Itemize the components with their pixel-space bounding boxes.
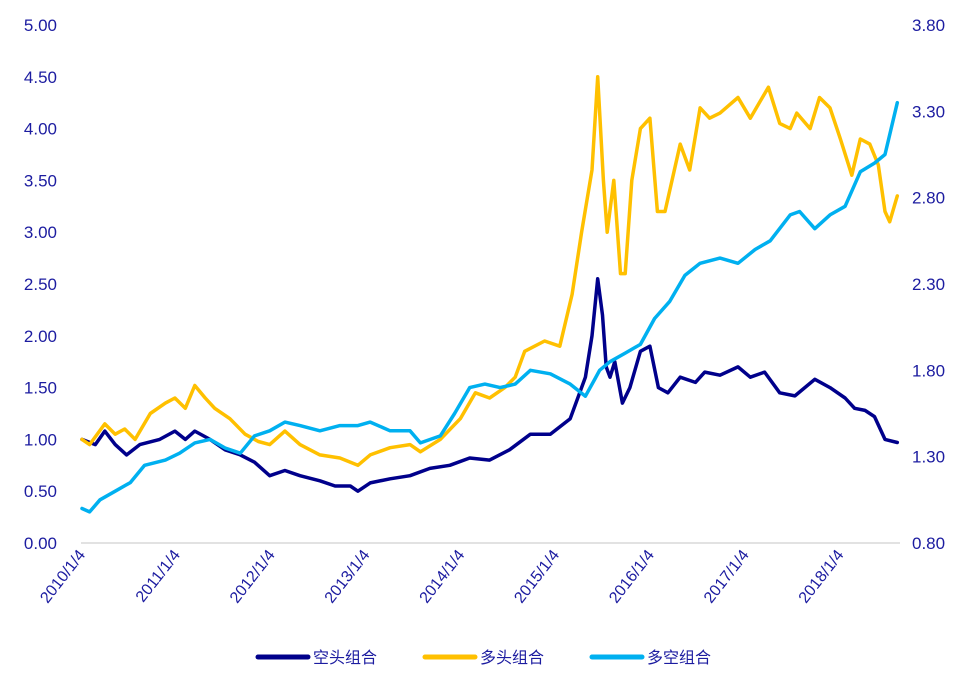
right-y-tick-label: 1.80 (912, 361, 945, 380)
left-y-axis: 0.00 0.50 1.00 1.50 2.00 2.50 3.00 3.50 4.00 4.50… (24, 16, 57, 553)
left-y-tick-label: 4.00 (24, 120, 57, 139)
left-y-tick-label: 3.00 (24, 223, 57, 242)
right-y-tick-label: 3.80 (912, 16, 945, 35)
left-y-tick-label: 4.50 (24, 68, 57, 87)
series-line-2 (80, 100, 900, 514)
left-y-tick-label: 1.00 (24, 430, 57, 449)
right-y-tick-label: 3.30 (912, 102, 945, 121)
right-y-tick-label: 2.80 (912, 189, 945, 208)
x-tick-label: 2010/1/4 (37, 547, 89, 607)
legend-item: 多头组合 (422, 648, 544, 667)
x-tick-label: 2013/1/4 (322, 547, 374, 607)
x-tick-label: 2018/1/4 (796, 547, 848, 607)
x-tick-label: 2016/1/4 (606, 547, 658, 607)
legend: 空头组合 多头组合 多空组合 (255, 648, 711, 667)
left-y-tick-label: 5.00 (24, 16, 57, 35)
left-y-tick-label: 3.50 (24, 171, 57, 190)
legend-item: 多空组合 (589, 648, 711, 667)
left-y-tick-label: 0.00 (24, 534, 57, 553)
x-axis: 2010/1/4 2011/1/4 2012/1/4 2013/1/4 2014/1/4… (37, 547, 847, 607)
right-y-tick-label: 2.30 (912, 275, 945, 294)
right-y-axis: 0.80 1.30 1.80 2.30 2.80 3.30 3.80 (912, 16, 945, 553)
x-tick-label: 2015/1/4 (511, 547, 563, 607)
left-y-tick-label: 2.00 (24, 327, 57, 346)
x-tick-label: 2017/1/4 (701, 547, 753, 607)
right-y-tick-label: 1.30 (912, 448, 945, 467)
x-tick-label: 2011/1/4 (133, 547, 184, 606)
legend-label: 多头组合 (480, 648, 544, 667)
left-y-tick-label: 1.50 (24, 379, 57, 398)
series-lines (80, 75, 900, 514)
right-y-tick-label: 0.80 (912, 534, 945, 553)
legend-label: 空头组合 (313, 648, 377, 667)
x-tick-label: 2012/1/4 (227, 547, 279, 607)
series-line-1 (80, 75, 900, 468)
x-tick-label: 2014/1/4 (417, 547, 469, 607)
left-y-tick-label: 0.50 (24, 482, 57, 501)
left-y-tick-label: 2.50 (24, 275, 57, 294)
legend-item: 空头组合 (255, 648, 377, 667)
legend-label: 多空组合 (647, 648, 711, 667)
